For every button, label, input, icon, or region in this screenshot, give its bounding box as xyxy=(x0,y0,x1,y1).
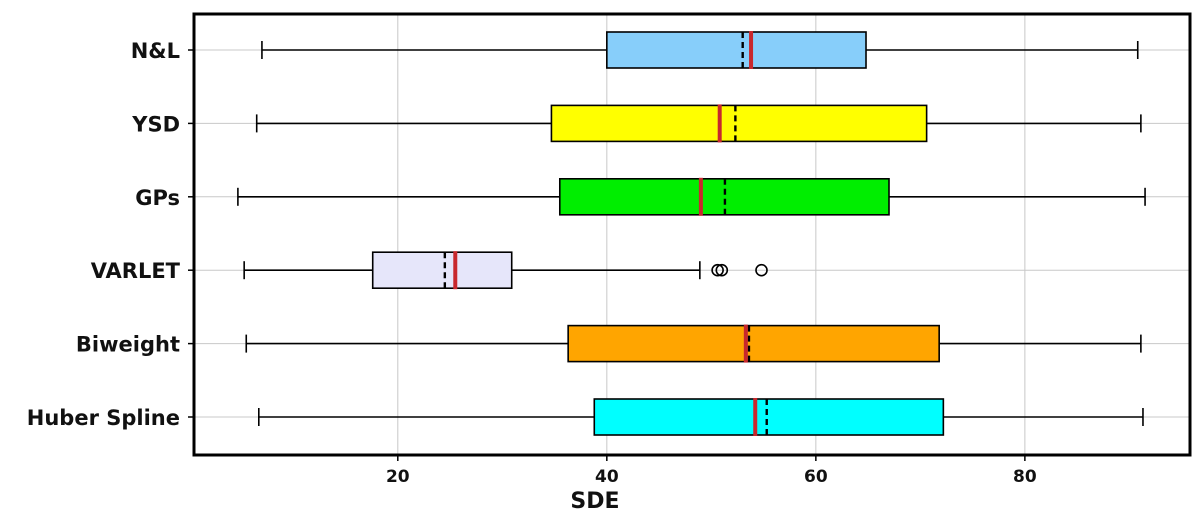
category-label: Huber Spline xyxy=(27,406,180,430)
x-tick-label: 60 xyxy=(804,467,828,487)
x-tick-label: 40 xyxy=(595,467,619,487)
x-tick-label: 20 xyxy=(386,467,410,487)
outlier-point xyxy=(755,263,768,277)
category-label: N&L xyxy=(131,39,180,63)
box-ysd xyxy=(255,104,1142,143)
x-axis-title: SDE xyxy=(570,489,619,514)
category-label: VARLET xyxy=(91,259,181,283)
category-label: Biweight xyxy=(76,333,180,357)
box-n-l xyxy=(261,31,1139,69)
box-plot-series xyxy=(237,31,1146,436)
box-huber-spline xyxy=(257,398,1144,436)
outlier-point xyxy=(711,263,724,277)
axis-ticks: 20 40 60 80 N&L YSD GPs VARLET Biweight Huber Spl… xyxy=(27,39,1037,487)
interquartile-box xyxy=(550,104,928,143)
category-label: YSD xyxy=(131,112,180,136)
interquartile-box xyxy=(567,324,940,363)
box-varlet xyxy=(243,251,768,290)
interquartile-box xyxy=(606,31,867,69)
interquartile-box xyxy=(593,398,945,436)
interquartile-box xyxy=(371,251,513,289)
x-tick-label: 80 xyxy=(1013,467,1037,487)
grid-lines xyxy=(194,14,1190,455)
box-biweight xyxy=(245,324,1142,363)
box-gps xyxy=(237,177,1146,216)
outlier-point xyxy=(715,263,729,277)
plot-area-frame xyxy=(192,12,1192,457)
category-label: GPs xyxy=(135,186,180,210)
